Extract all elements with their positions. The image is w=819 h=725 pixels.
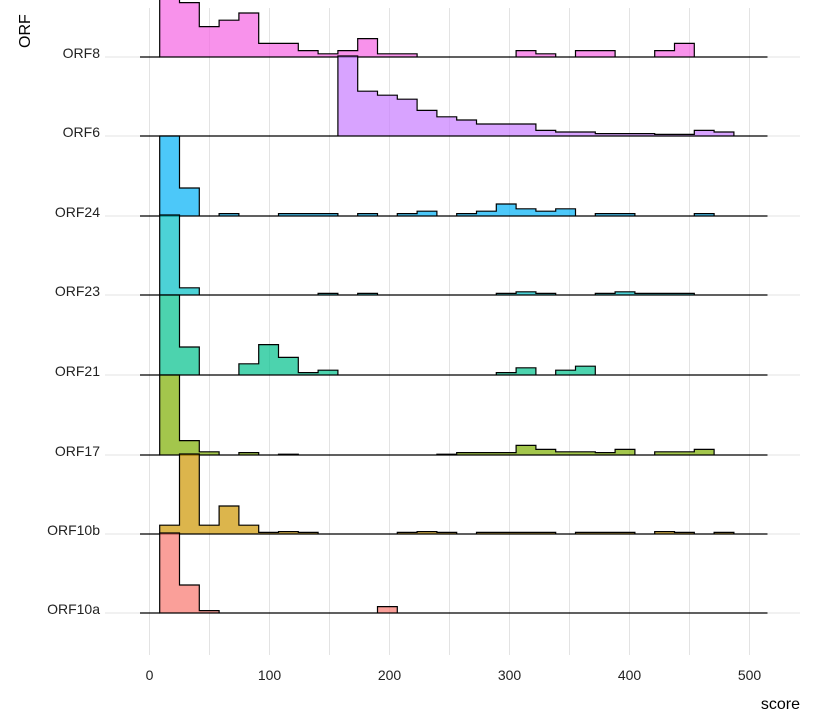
y-tick-label: ORF6	[63, 124, 101, 140]
y-tick-label: ORF21	[55, 363, 100, 379]
grid-layer	[105, 8, 800, 655]
ridge-orf24	[159, 135, 768, 217]
ridge-orf17	[159, 374, 768, 456]
y-tick-label: ORF10a	[47, 601, 100, 617]
ridge-layer	[140, 0, 768, 614]
y-axis-ticks: ORF8 ORF6 ORF24 ORF23 ORF21 ORF17 ORF10b ORF10a	[47, 45, 100, 617]
x-tick-label: 200	[378, 667, 402, 683]
x-axis-title: score	[761, 696, 800, 713]
ridge-orf21	[159, 294, 768, 376]
y-tick-label: ORF8	[63, 45, 101, 61]
y-tick-label: ORF17	[55, 443, 100, 459]
x-tick-label: 400	[618, 667, 642, 683]
y-axis-title: ORF	[17, 14, 34, 48]
ridge-orf10b	[159, 453, 768, 535]
x-tick-label: 300	[498, 667, 522, 683]
y-tick-label: ORF24	[55, 204, 100, 220]
x-axis-ticks: 0 100 200 300 400 500	[146, 667, 762, 683]
x-tick-label: 0	[146, 667, 154, 683]
y-tick-label: ORF23	[55, 283, 100, 299]
ridge-orf23	[159, 214, 768, 296]
x-tick-label: 100	[258, 667, 282, 683]
x-tick-label: 500	[738, 667, 762, 683]
y-tick-label: ORF10b	[47, 522, 100, 538]
ridge-orf10a	[159, 532, 768, 614]
ridge-orf6	[159, 55, 768, 137]
ridge-orf8	[159, 0, 768, 58]
